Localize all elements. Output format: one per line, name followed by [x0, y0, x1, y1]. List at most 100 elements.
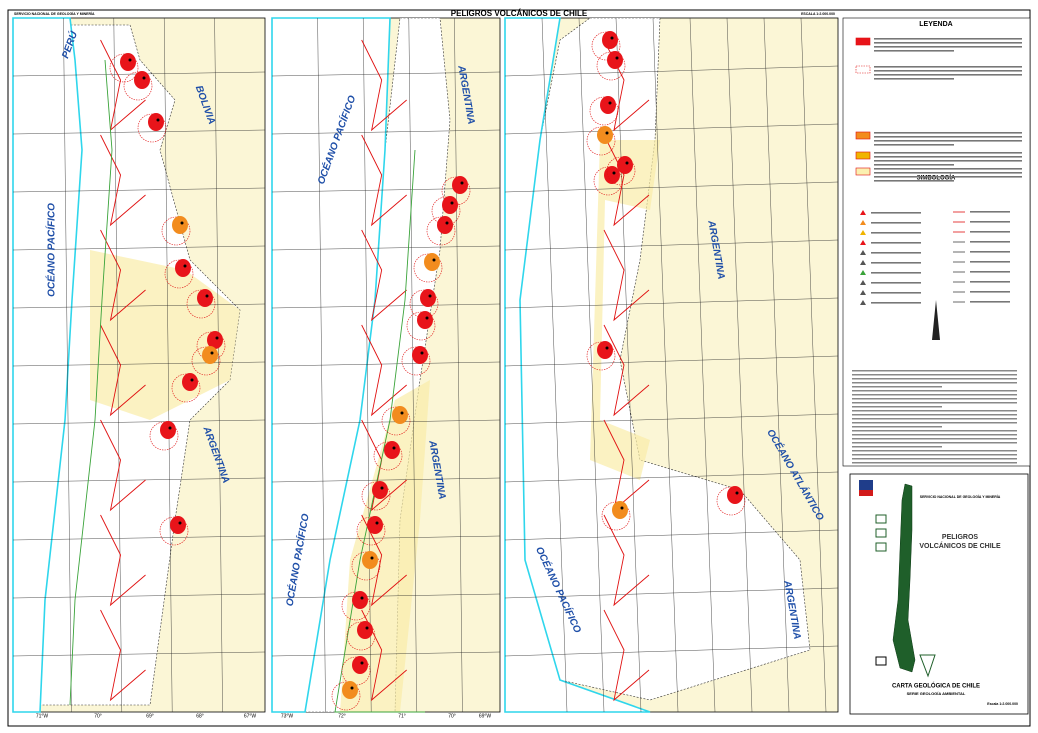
credits-text	[852, 390, 1017, 392]
inset-box	[875, 514, 887, 524]
symbol-text	[970, 301, 1010, 303]
inset-box	[875, 528, 887, 538]
volcano	[445, 221, 449, 225]
cartouche-title: PELIGROS	[942, 534, 979, 541]
hazard-outline	[409, 289, 439, 319]
symbol-text	[871, 222, 921, 224]
graticule	[12, 535, 266, 541]
road	[100, 324, 146, 417]
legend-swatch	[855, 37, 871, 46]
volcano-hazard	[120, 53, 136, 71]
hazard-outline	[159, 516, 189, 546]
graticule	[12, 651, 266, 657]
legend-swatch	[855, 65, 871, 74]
graticule	[763, 17, 790, 713]
volcano	[380, 486, 384, 490]
credits-text	[852, 394, 1017, 396]
legend-text	[874, 46, 1022, 48]
volcano-hazard	[182, 373, 198, 391]
road	[100, 419, 146, 512]
graticule	[271, 245, 501, 251]
volcano-hazard	[384, 441, 400, 459]
ocean	[504, 17, 651, 713]
road	[361, 39, 407, 132]
volcano	[370, 556, 374, 560]
hazard-outline	[351, 551, 381, 581]
hazard-outline	[406, 311, 436, 341]
volcano	[400, 411, 404, 415]
graticule	[164, 17, 173, 713]
longitude-label: 68°	[196, 713, 204, 719]
credits-text	[852, 398, 1017, 400]
region-label: OCÉANO PACÍFICO	[45, 203, 58, 297]
legend: LEYENDA SIMBOLOGÍA	[842, 17, 1031, 467]
volcano-hazard	[612, 501, 628, 519]
hazard-outline	[331, 681, 361, 711]
volcano-hazard	[160, 421, 176, 439]
symbol	[860, 240, 866, 245]
longitude-label: 72°	[338, 713, 346, 719]
volcano	[610, 36, 614, 40]
volcano	[392, 446, 396, 450]
volcano	[428, 294, 432, 298]
graticule	[12, 303, 266, 309]
graticule	[726, 17, 753, 713]
road	[100, 134, 146, 227]
hazard-outline	[596, 51, 626, 81]
hazard-outline	[161, 216, 191, 246]
volcano	[625, 161, 629, 165]
graticule	[12, 245, 266, 251]
symbol-text	[871, 262, 921, 264]
hazard-outline	[149, 421, 179, 451]
graticule	[363, 17, 372, 713]
hazard-outline	[123, 71, 153, 101]
legend-text	[874, 144, 954, 146]
volcano-hazard	[600, 96, 616, 114]
volcano	[178, 521, 182, 525]
legend-text	[874, 140, 1022, 142]
graticule	[504, 645, 839, 657]
scale: ESCALA 1:2.000.000	[801, 12, 835, 16]
volcano	[615, 56, 619, 60]
legend-swatch	[855, 131, 871, 140]
graticule	[12, 187, 266, 193]
legend-text	[874, 66, 1022, 68]
road	[100, 514, 146, 607]
symbol	[860, 300, 866, 305]
volcano-hazard	[437, 216, 453, 234]
credits-text	[852, 382, 1017, 384]
volcano-hazard	[420, 289, 436, 307]
road	[361, 514, 407, 607]
hazard-outline	[109, 53, 139, 83]
hazard-outline	[196, 331, 226, 361]
volcano	[215, 336, 219, 340]
volcano-hazard	[452, 176, 468, 194]
symbol-text	[970, 241, 1010, 243]
credits-text	[852, 402, 1017, 404]
legend-text	[874, 176, 1022, 178]
graticule	[271, 71, 501, 77]
graticule	[271, 651, 501, 657]
graticule	[271, 361, 501, 367]
graticule	[12, 129, 266, 135]
road	[603, 419, 650, 512]
map-panel: OCÉANO PACÍFICO ARGENTINAARGENTINAOCÉANO …	[271, 17, 501, 719]
north-arrow	[932, 300, 940, 340]
hazard-outline	[191, 346, 221, 376]
volcano	[350, 686, 354, 690]
graticule	[504, 239, 839, 251]
volcano-hazard	[202, 346, 218, 364]
road	[361, 134, 407, 227]
hazard-outline	[401, 346, 431, 376]
graticule	[504, 297, 839, 309]
legend-text	[874, 70, 1022, 72]
hazard-outline	[606, 156, 636, 186]
graticule	[504, 123, 839, 135]
volcano-hazard	[357, 621, 373, 639]
graticule	[504, 587, 839, 599]
legend-text	[874, 160, 1022, 162]
volcano-hazard	[367, 516, 383, 534]
hazard-outline	[341, 591, 371, 621]
series-name: CARTA GEOLÓGICA DE CHILE	[892, 682, 980, 690]
